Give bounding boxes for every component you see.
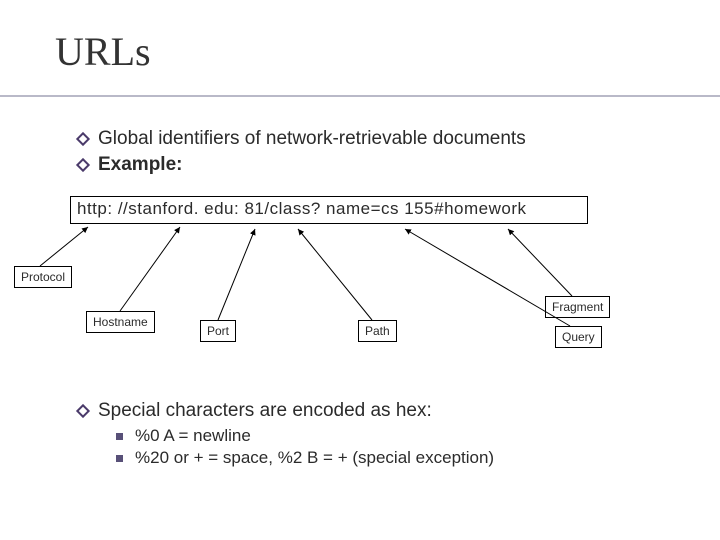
square-icon (116, 455, 123, 462)
label-protocol: Protocol (14, 266, 72, 288)
label-port: Port (200, 320, 236, 342)
bullet-item: Special characters are encoded as hex: (78, 400, 678, 422)
bullet-list: Global identifiers of network-retrievabl… (78, 128, 678, 180)
arrow-hostname (120, 227, 180, 311)
sub-bullet-text: %0 A = newline (135, 426, 251, 446)
label-query: Query (555, 326, 602, 348)
url-path: /class (264, 199, 310, 218)
arrow-path (298, 229, 372, 320)
special-heading: Special characters are encoded as hex: (98, 400, 432, 422)
slide: URLs Global identifiers of network-retri… (0, 0, 720, 540)
bullet-text: Global identifiers of network-retrievabl… (98, 128, 526, 150)
url-hostname: stanford. edu (128, 199, 234, 218)
url-port: 81 (244, 199, 264, 218)
label-hostname: Hostname (86, 311, 155, 333)
arrow-port (218, 229, 255, 320)
square-icon (116, 433, 123, 440)
url-frag-sep: # (434, 199, 444, 218)
label-path: Path (358, 320, 397, 342)
url-fragment: homework (444, 199, 526, 218)
url-sep: // (113, 199, 129, 218)
url-query-sep: ? (311, 199, 326, 218)
diamond-icon (76, 404, 90, 418)
diamond-icon (76, 158, 90, 172)
sub-bullet: %20 or + = space, %2 B = + (special exce… (116, 448, 678, 468)
url-example-box: http: //stanford. edu: 81/class? name=cs… (70, 196, 588, 224)
sub-bullet: %0 A = newline (116, 426, 678, 446)
url-port-sep: : (234, 199, 244, 218)
bullet-item: Example: (78, 154, 678, 176)
label-fragment: Fragment (545, 296, 610, 318)
slide-title: URLs (55, 28, 151, 75)
title-underline (0, 95, 720, 97)
sub-bullet-text: %20 or + = space, %2 B = + (special exce… (135, 448, 494, 468)
url-protocol: http: (77, 199, 113, 218)
special-chars-section: Special characters are encoded as hex: %… (78, 400, 678, 468)
url-query: name=cs 155 (326, 199, 434, 218)
bullet-item: Global identifiers of network-retrievabl… (78, 128, 678, 150)
arrow-fragment (508, 229, 572, 296)
arrow-protocol (40, 227, 88, 266)
bullet-text: Example: (98, 154, 182, 176)
diamond-icon (76, 132, 90, 146)
